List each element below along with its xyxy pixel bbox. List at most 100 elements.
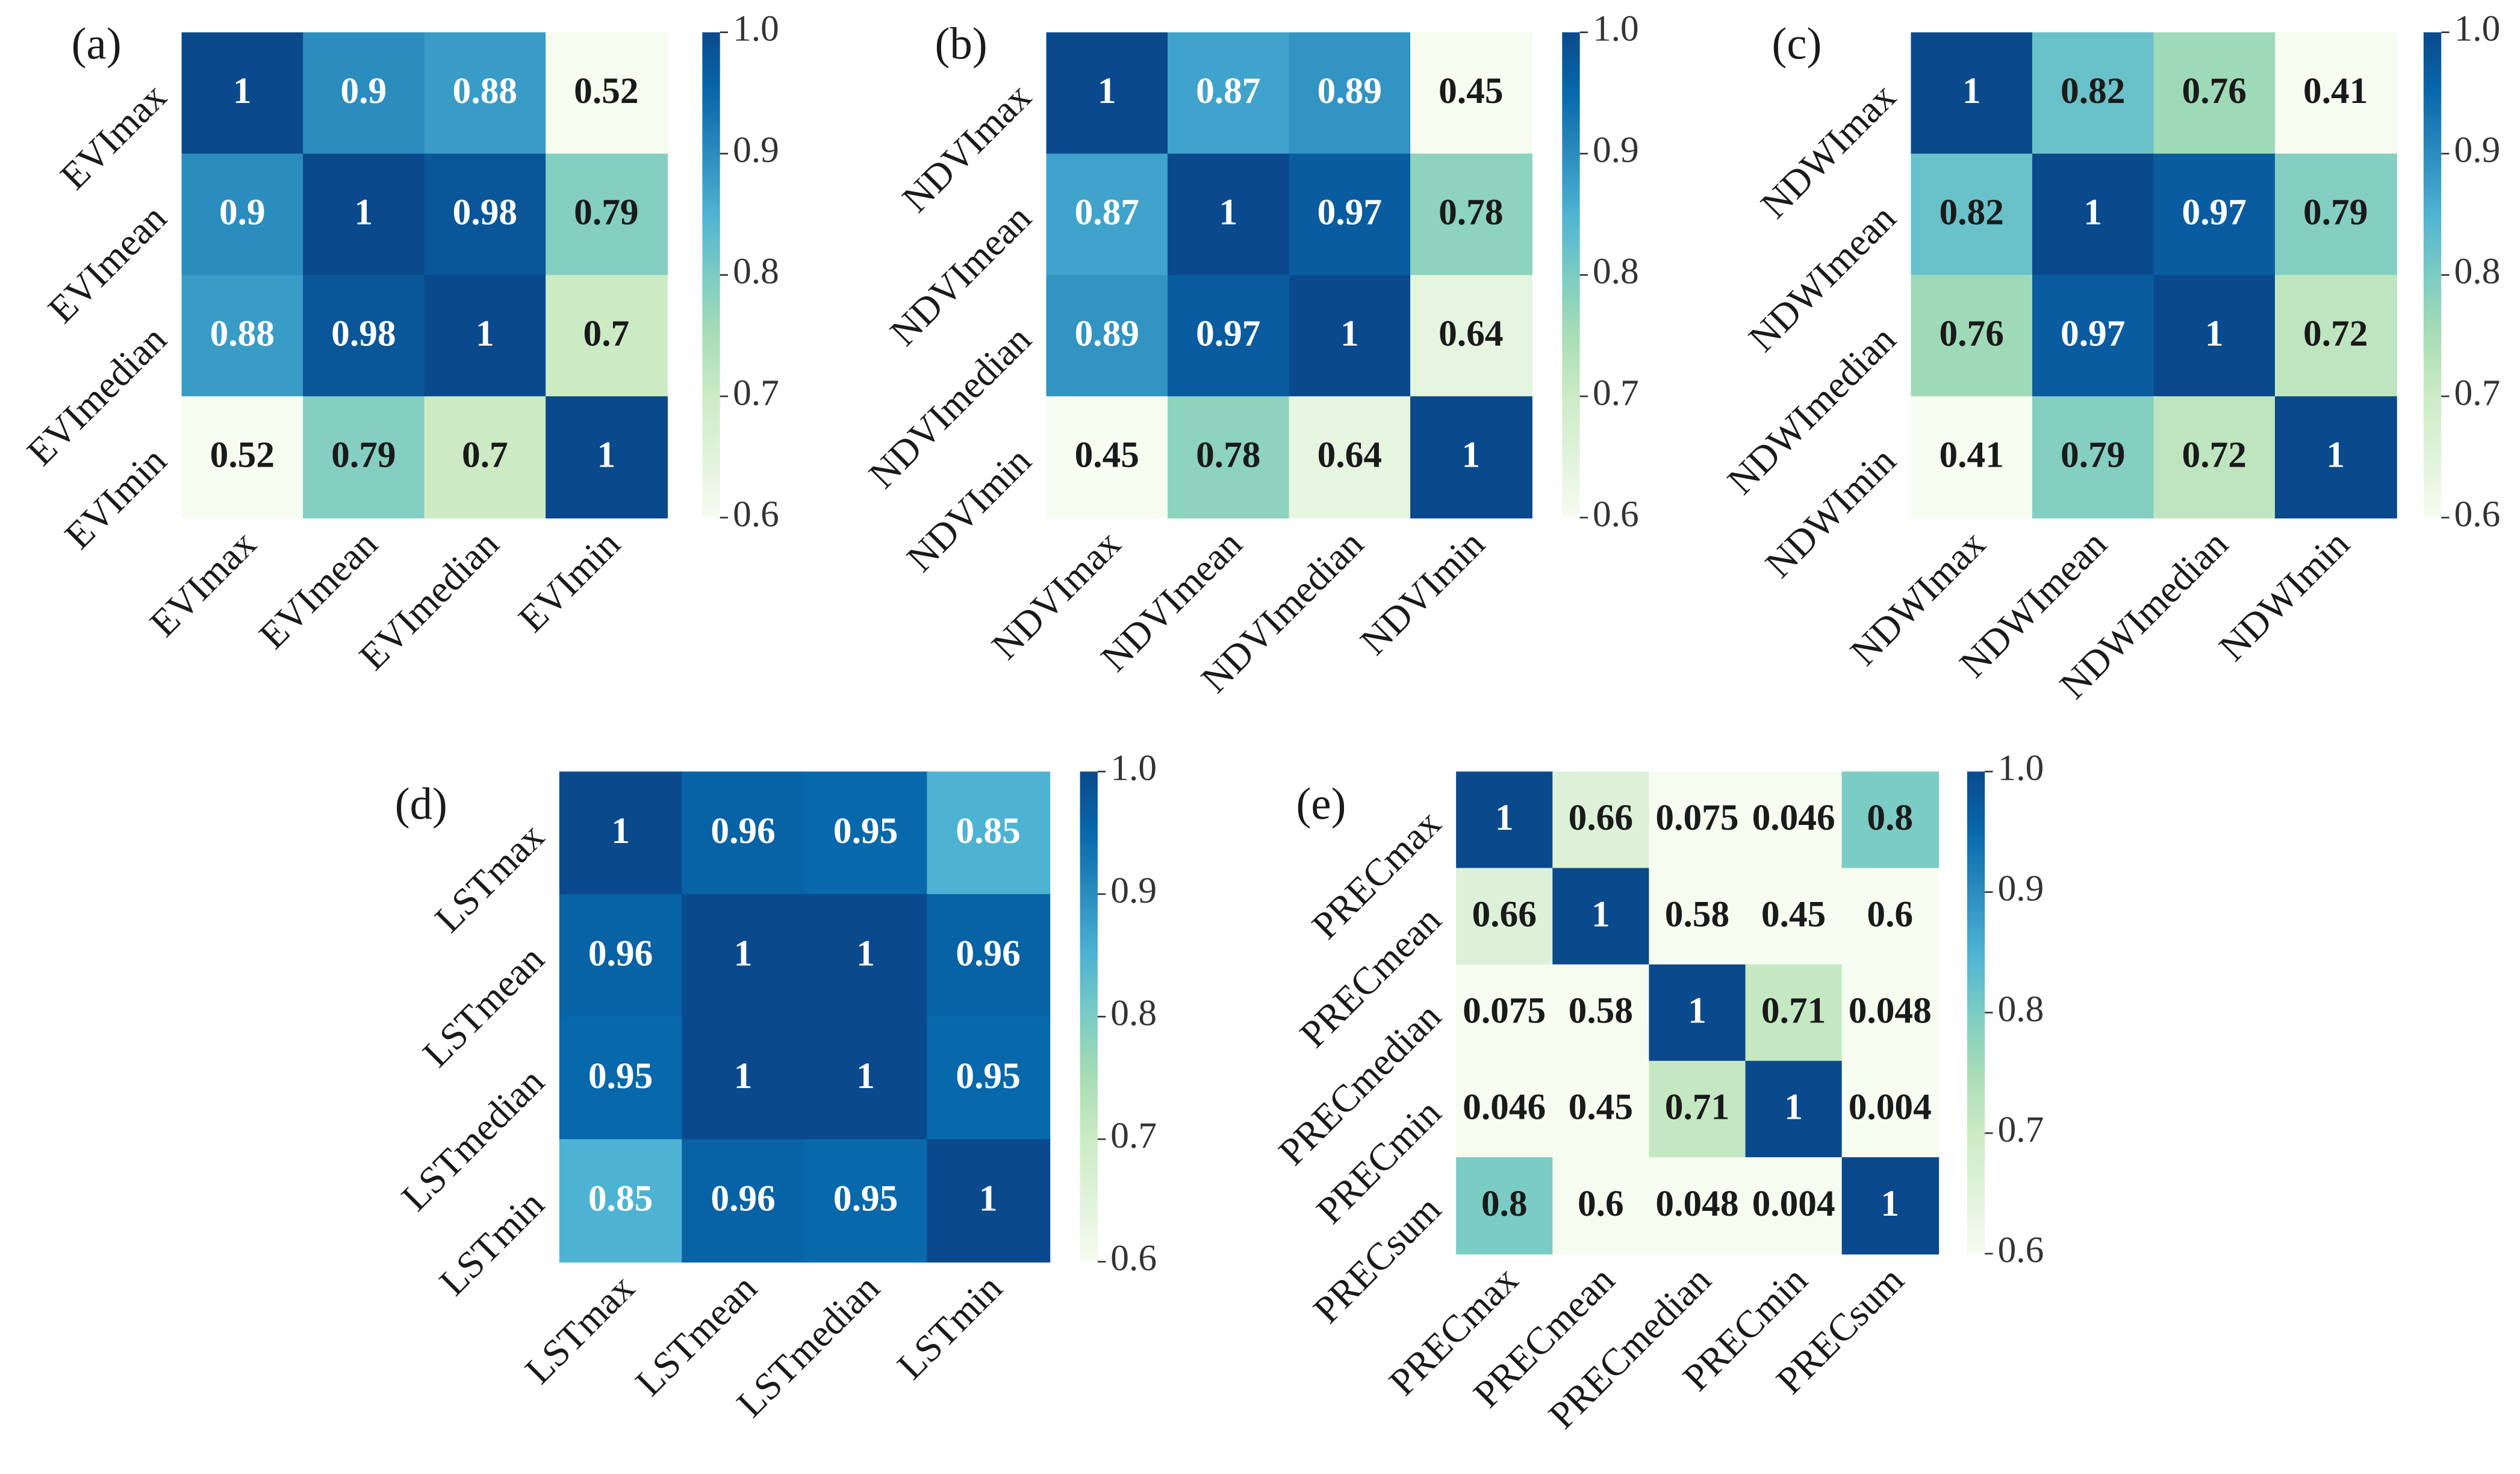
cell-label: 0.96 (956, 933, 1020, 974)
y-tick-label: NDVImax (894, 75, 1039, 220)
heatmap-cell (1649, 868, 1746, 965)
cell-label: 0.96 (711, 810, 775, 851)
cell-label: 1 (856, 1056, 875, 1096)
cell-label: 0.98 (331, 313, 396, 354)
cell-label: 0.96 (588, 933, 653, 974)
colorbar-tick-label: 0.8 (1110, 993, 1157, 1034)
cell-label: 0.76 (2182, 70, 2247, 111)
heatmap-cell (1046, 396, 1169, 519)
y-tick-label: EVImin (57, 439, 175, 557)
cell-label: 0.78 (1196, 435, 1260, 476)
heatmap-cell (181, 154, 304, 276)
cell-label: 0.7 (462, 435, 508, 476)
cell-label: 0.79 (2303, 192, 2368, 233)
colorbar-tick-label: 1.0 (1110, 747, 1157, 788)
cell-label: 1 (1219, 192, 1237, 233)
cell-label: 1 (597, 435, 616, 476)
cell-label: 0.64 (1439, 313, 1503, 354)
y-tick-label: EVImax (52, 75, 175, 197)
heatmap-cell (1289, 396, 1411, 519)
cell-label: 0.046 (1752, 797, 1835, 838)
heatmap-cell (546, 275, 668, 397)
heatmap-cell (1552, 964, 1650, 1062)
cell-label: 0.89 (1318, 70, 1382, 111)
colorbar-tick-label: 0.9 (2454, 129, 2501, 170)
panel-title: (b) (935, 19, 988, 69)
heatmap-cell (1745, 868, 1843, 965)
colorbar (702, 32, 720, 518)
heatmap-cell (1841, 771, 1940, 869)
cell-label: 0.52 (574, 70, 638, 111)
cell-label: 0.71 (1761, 990, 1826, 1031)
cell-label: 1 (856, 933, 875, 974)
panel-title: (c) (1772, 19, 1822, 69)
cell-label: 1 (2083, 192, 2102, 233)
cell-label: 1 (1461, 435, 1480, 476)
cell-label: 0.88 (453, 70, 517, 111)
cell-label: 1 (2205, 313, 2224, 354)
colorbar-tick-label: 1.0 (1593, 8, 1639, 49)
heatmap-cell (927, 1016, 1051, 1140)
y-tick-label: LSTmin (431, 1183, 552, 1304)
heatmap-cell (559, 894, 683, 1018)
colorbar-tick-label: 0.7 (1998, 1109, 2044, 1150)
cell-label: 1 (1962, 70, 1981, 111)
heatmap-cell (424, 396, 547, 519)
cell-label: 0.004 (1849, 1087, 1932, 1128)
cell-label: 0.78 (1439, 192, 1503, 233)
heatmap-cell (1745, 1157, 1843, 1255)
panel-title: (a) (72, 19, 122, 69)
heatmap-cell (424, 275, 547, 397)
cell-label: 0.95 (833, 1178, 898, 1219)
heatmap-cell (1745, 771, 1843, 869)
heatmap-cell (1168, 275, 1290, 397)
heatmap-cell (927, 771, 1051, 895)
cell-label: 0.048 (1655, 1183, 1738, 1224)
x-tick-label: NDWImin (2210, 522, 2357, 669)
heatmap-cell (181, 396, 304, 519)
colorbar-tick-label: 0.6 (1110, 1238, 1157, 1279)
cell-label: 0.79 (2061, 435, 2125, 476)
heatmap-cell (1841, 1060, 1940, 1158)
cell-label: 0.72 (2303, 313, 2368, 354)
heatmap-cell (927, 1139, 1051, 1263)
heatmap-cell (1911, 32, 2033, 155)
cell-label: 0.79 (331, 435, 396, 476)
panel-title: (e) (1296, 779, 1346, 829)
cell-label: 0.41 (1939, 435, 2003, 476)
heatmap-cell (1552, 771, 1650, 869)
cell-label: 0.97 (1318, 192, 1382, 233)
colorbar-tick-label: 0.6 (1593, 494, 1639, 535)
colorbar (2423, 32, 2442, 518)
cell-label: 0.82 (2061, 70, 2125, 111)
cell-label: 1 (979, 1178, 998, 1219)
colorbar-tick-label: 0.7 (1110, 1115, 1157, 1156)
cell-label: 0.8 (1867, 797, 1913, 838)
heatmap-cell (1410, 275, 1532, 397)
heatmap-cell (1911, 275, 2033, 397)
cell-label: 0.004 (1752, 1183, 1835, 1224)
cell-label: 1 (1098, 70, 1116, 111)
heatmap-cell (1911, 154, 2033, 276)
heatmap-cell (1046, 275, 1169, 397)
heatmap-cell (1841, 1157, 1940, 1255)
cell-label: 0.72 (2182, 435, 2247, 476)
x-tick-label: NDVImin (1352, 522, 1493, 663)
colorbar (1080, 771, 1098, 1262)
x-tick-label: LSTmin (889, 1266, 1010, 1387)
heatmap-cell (1552, 868, 1650, 965)
cell-label: 0.45 (1569, 1087, 1633, 1128)
heatmap-cell (303, 275, 425, 397)
heatmap-cell (2032, 154, 2154, 276)
heatmap-cell (804, 894, 928, 1018)
heatmap-cell (2153, 154, 2276, 276)
x-tick-label: EVImax (142, 522, 264, 645)
cell-label: 0.95 (833, 810, 898, 851)
heatmap-cell (1046, 154, 1169, 276)
heatmap-cell (181, 32, 304, 155)
colorbar-tick-label: 0.9 (1998, 868, 2044, 909)
colorbar-tick-label: 0.9 (1593, 129, 1639, 170)
cell-label: 0.96 (711, 1178, 775, 1219)
heatmap-cell (682, 771, 806, 895)
heatmap-cell (546, 154, 668, 276)
